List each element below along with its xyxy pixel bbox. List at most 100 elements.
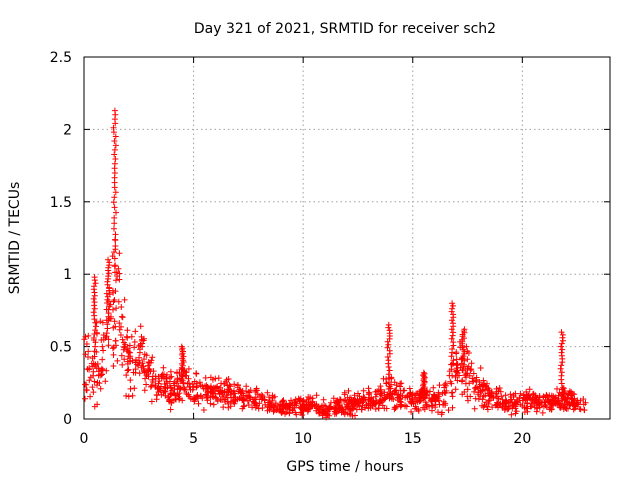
data-point [552,398,559,405]
data-point [439,390,446,397]
data-point [114,357,121,364]
x-tick-label: 0 [80,431,89,447]
data-point [99,366,106,373]
data-point [165,394,172,401]
data-point [502,392,509,399]
data-point [271,403,278,410]
data-point [341,391,348,398]
data-point [103,367,110,374]
data-point [202,374,209,381]
data-point [91,353,98,360]
data-point [111,204,118,211]
data-point [203,385,210,392]
data-point [196,379,203,386]
data-point [409,396,416,403]
data-point [112,189,119,196]
grid-lines [84,57,610,419]
data-point [252,388,259,395]
data-point [85,348,92,355]
data-point [449,300,456,307]
data-point [524,408,531,415]
data-point [121,356,128,363]
data-point [131,344,138,351]
data-point [453,350,460,357]
data-point [142,375,149,382]
data-point [227,383,234,390]
data-point [362,404,369,411]
data-point [450,320,456,327]
data-point [261,397,268,403]
data-point [279,403,286,410]
data-point [554,385,560,392]
data-point [493,401,500,408]
data-point [252,404,259,411]
data-point [170,397,177,404]
data-point [143,381,150,388]
data-point [492,390,499,397]
data-point [574,397,581,404]
data-point [408,408,415,415]
data-point [576,406,583,412]
data-point [91,331,98,337]
data-point [127,385,134,392]
data-point [111,225,117,232]
data-point [202,391,209,398]
data-point [484,406,491,413]
y-tick-label: 2.5 [50,50,72,66]
data-point [475,385,482,392]
data-point [466,380,473,387]
data-point [386,383,393,390]
data-point [116,276,123,283]
data-point [209,376,216,383]
data-point [398,392,404,399]
data-point [102,378,109,385]
data-point [557,365,564,372]
data-point [90,335,97,341]
data-point [372,406,379,412]
data-point [149,379,156,385]
data-point [197,382,204,389]
data-point [397,396,404,403]
data-point [289,401,296,408]
data-point [163,374,169,381]
data-point [255,405,262,412]
data-point [377,383,384,390]
data-point [582,399,589,406]
data-point [531,404,538,411]
data-point [460,367,466,374]
data-point [155,384,162,391]
data-point [559,384,566,391]
data-point [181,384,187,391]
data-point [212,394,219,401]
data-point [110,344,117,351]
data-point [383,405,390,412]
data-point [497,400,504,407]
data-point [465,397,471,404]
data-points [81,107,589,421]
data-point [210,401,217,408]
y-tick-label: 2 [63,122,72,138]
data-point [297,395,304,402]
data-point [111,107,118,114]
data-point [105,306,112,313]
data-point [85,332,92,339]
data-point [100,347,107,354]
data-point [125,393,132,400]
data-point [171,386,178,392]
data-point [103,330,110,337]
data-point [198,393,204,400]
data-point [247,394,254,401]
data-point [119,314,126,321]
data-point [179,397,186,404]
data-point [562,388,568,394]
data-point [307,395,314,402]
data-point [132,328,139,335]
data-point [141,387,148,394]
data-point [251,400,258,407]
data-point [116,320,123,327]
data-point [558,369,565,376]
data-point [87,393,94,400]
data-point [533,408,540,415]
data-point [114,273,121,280]
data-point [524,400,531,407]
